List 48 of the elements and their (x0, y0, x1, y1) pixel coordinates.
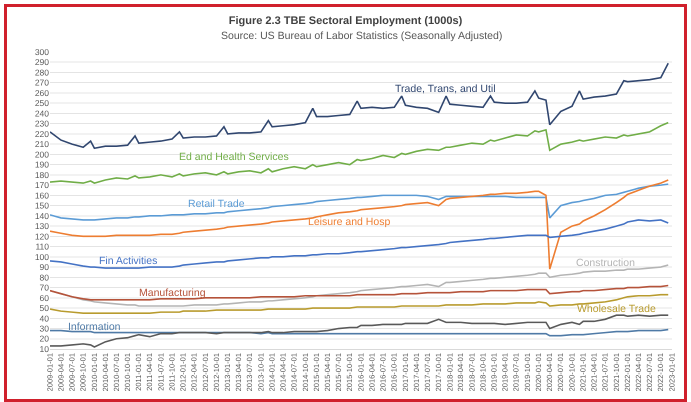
y-tick-label: 150 (34, 200, 50, 211)
y-tick-label: 50 (40, 303, 50, 314)
series-label: Leisure and Hosp (308, 216, 390, 228)
y-tick-label: 170 (34, 180, 50, 190)
y-tick-label: 90 (40, 262, 50, 272)
y-tick-label: 140 (34, 210, 50, 221)
series-label: Construction (576, 257, 636, 269)
y-tick-label: 130 (34, 221, 50, 232)
series-label: Fin Activities (99, 255, 158, 267)
y-tick-label: 20 (40, 334, 50, 344)
line-series (50, 62, 670, 150)
series-label: Information (68, 321, 121, 333)
series-label: Wholesale Trade (577, 303, 656, 315)
y-tick-label: 300 (34, 46, 50, 57)
y-tick-label: 120 (34, 231, 50, 242)
series-label: Ed and Health Services (179, 151, 289, 163)
y-tick-label: 100 (34, 252, 50, 262)
y-tick-label: 70 (40, 282, 50, 293)
y-tick-label: 10 (40, 344, 50, 354)
y-tick-label: 110 (35, 242, 50, 252)
line-series (50, 179, 670, 270)
y-tick-label: 200 (34, 149, 50, 160)
y-tick-label: 180 (34, 170, 50, 180)
y-tick-label: 250 (34, 98, 50, 108)
y-tick-label: 60 (40, 292, 50, 303)
y-tick-label: 210 (34, 139, 50, 150)
y-tick-label: 230 (34, 118, 50, 129)
line-series (50, 219, 670, 269)
line-series (50, 328, 670, 336)
series-label: Manufacturing (139, 287, 206, 299)
y-tick-label: 290 (34, 57, 50, 68)
y-tick-label: 160 (34, 190, 50, 200)
chart-subtitle: Source: US Bureau of Labor Statistics (Seasonally Adjusted) (221, 30, 502, 42)
series-label: Trade, Trans, and Util (395, 83, 496, 95)
y-tick-label: 220 (34, 128, 50, 139)
y-tick-label: 240 (34, 108, 50, 118)
y-tick-label: 280 (34, 67, 50, 78)
series-label: Retail Trade (188, 198, 245, 210)
y-tick-label: 80 (40, 272, 50, 282)
line-series (50, 284, 670, 301)
y-tick-label: 260 (34, 88, 50, 98)
y-tick-label: 40 (40, 313, 50, 324)
chart-title: Figure 2.3 TBE Sectoral Employment (1000s) (228, 14, 463, 27)
line-series (50, 314, 670, 348)
y-tick-label: 30 (40, 323, 50, 334)
line-series (50, 122, 670, 184)
y-tick-label: 190 (34, 160, 50, 170)
y-tick-label: 270 (34, 78, 50, 88)
